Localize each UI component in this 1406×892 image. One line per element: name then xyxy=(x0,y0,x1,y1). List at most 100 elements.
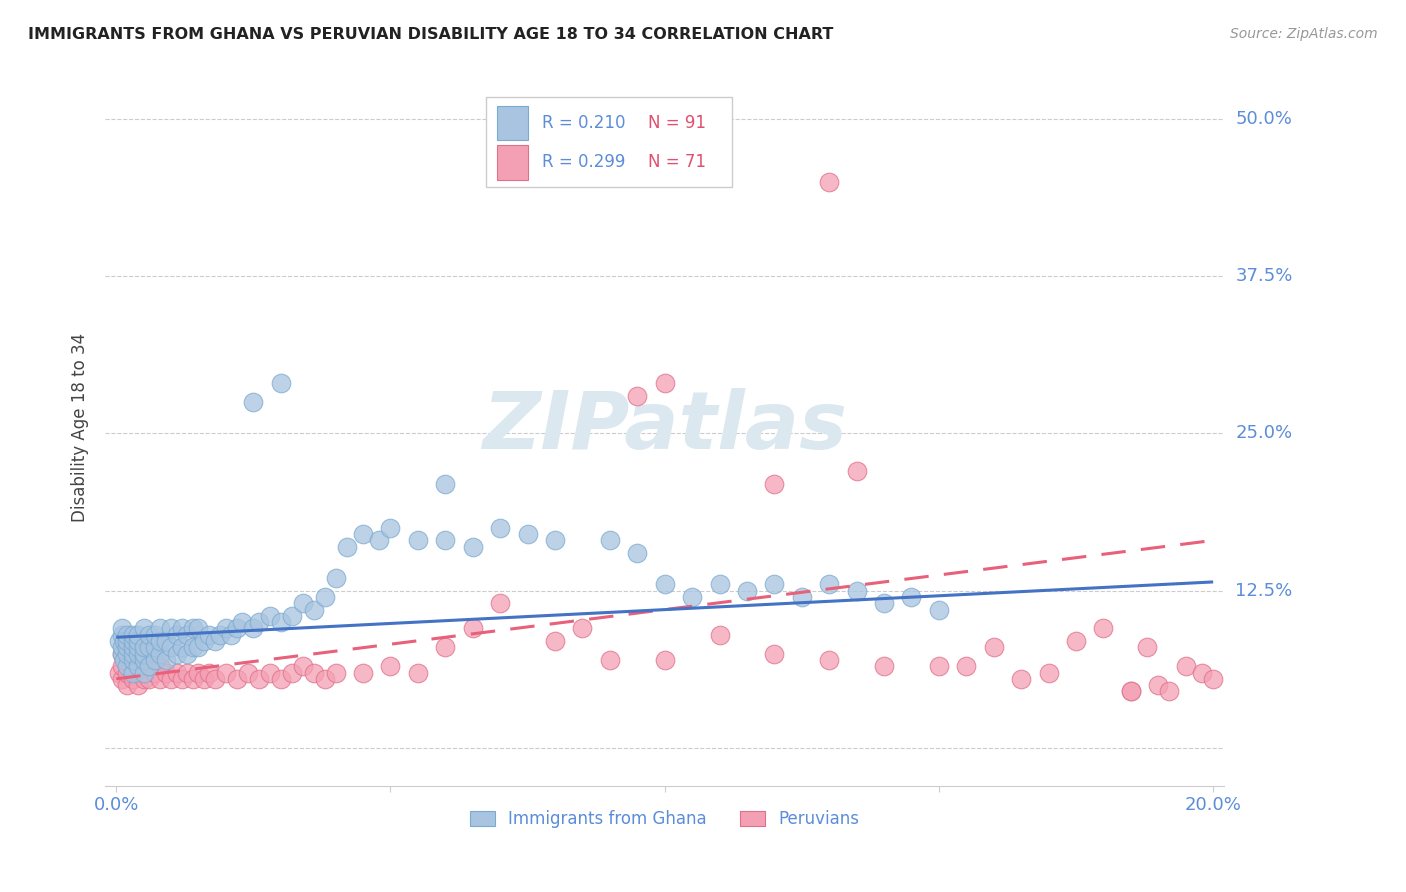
Point xyxy=(160,640,183,655)
Point xyxy=(291,596,314,610)
Point xyxy=(115,665,138,680)
Point xyxy=(461,540,484,554)
Text: R = 0.210: R = 0.210 xyxy=(541,114,626,132)
Point xyxy=(143,653,166,667)
Point xyxy=(845,583,868,598)
Text: IMMIGRANTS FROM GHANA VS PERUVIAN DISABILITY AGE 18 TO 34 CORRELATION CHART: IMMIGRANTS FROM GHANA VS PERUVIAN DISABI… xyxy=(28,27,834,42)
Point xyxy=(111,647,134,661)
Point xyxy=(170,672,193,686)
Point xyxy=(132,647,155,661)
Point xyxy=(434,476,457,491)
FancyBboxPatch shape xyxy=(485,97,731,186)
Point xyxy=(763,647,786,661)
Point xyxy=(236,665,259,680)
Point xyxy=(681,590,703,604)
Point xyxy=(259,665,281,680)
Point xyxy=(242,622,264,636)
Point xyxy=(1202,672,1225,686)
Point xyxy=(198,665,221,680)
Text: Source: ZipAtlas.com: Source: ZipAtlas.com xyxy=(1230,27,1378,41)
Point xyxy=(204,672,226,686)
Point xyxy=(1174,659,1197,673)
Point xyxy=(176,647,198,661)
Point xyxy=(983,640,1005,655)
Point xyxy=(599,533,621,548)
Point xyxy=(1136,640,1159,655)
Point xyxy=(132,647,155,661)
Point xyxy=(127,634,149,648)
Point xyxy=(247,672,270,686)
Point xyxy=(166,665,188,680)
Point xyxy=(270,672,292,686)
Point xyxy=(121,647,143,661)
Point xyxy=(270,376,292,390)
Point xyxy=(1038,665,1060,680)
Point xyxy=(127,647,149,661)
Point xyxy=(571,622,593,636)
Point xyxy=(121,672,143,686)
Point xyxy=(790,590,813,604)
Point xyxy=(111,672,134,686)
Point xyxy=(127,653,149,667)
Text: 12.5%: 12.5% xyxy=(1236,582,1292,599)
Point xyxy=(928,659,950,673)
Point xyxy=(121,653,143,667)
Point xyxy=(115,659,138,673)
Point xyxy=(181,622,204,636)
Point xyxy=(198,628,221,642)
Point xyxy=(1147,678,1170,692)
Point xyxy=(1159,684,1181,698)
Point xyxy=(166,628,188,642)
Point xyxy=(709,577,731,591)
Point xyxy=(115,628,138,642)
Point xyxy=(314,590,336,604)
Point xyxy=(132,653,155,667)
Point xyxy=(138,659,160,673)
Point xyxy=(204,634,226,648)
Point xyxy=(193,634,215,648)
Point xyxy=(544,634,567,648)
Point xyxy=(1092,622,1115,636)
Point xyxy=(115,647,138,661)
Text: 50.0%: 50.0% xyxy=(1236,110,1292,128)
Point xyxy=(259,608,281,623)
Point xyxy=(187,640,209,655)
Point xyxy=(325,665,347,680)
Point xyxy=(121,634,143,648)
Point xyxy=(149,622,172,636)
Point xyxy=(166,647,188,661)
Point xyxy=(209,628,232,642)
Point xyxy=(155,634,177,648)
Point xyxy=(111,659,134,673)
Point xyxy=(143,665,166,680)
Point xyxy=(626,546,648,560)
Point xyxy=(160,672,183,686)
Point xyxy=(187,665,209,680)
Point xyxy=(845,464,868,478)
Point xyxy=(215,665,238,680)
Point xyxy=(132,659,155,673)
Point xyxy=(155,665,177,680)
Point xyxy=(132,640,155,655)
Point xyxy=(818,577,841,591)
Point xyxy=(873,596,896,610)
Point xyxy=(121,659,143,673)
Text: R = 0.299: R = 0.299 xyxy=(541,153,624,171)
Point xyxy=(112,634,135,648)
Point xyxy=(111,647,134,661)
Point xyxy=(352,527,374,541)
FancyBboxPatch shape xyxy=(496,145,529,179)
Point xyxy=(121,647,143,661)
Point xyxy=(599,653,621,667)
Point xyxy=(121,628,143,642)
Point xyxy=(247,615,270,630)
Point xyxy=(193,672,215,686)
Point xyxy=(176,628,198,642)
Point xyxy=(127,659,149,673)
Point xyxy=(143,653,166,667)
Point xyxy=(111,640,134,655)
Y-axis label: Disability Age 18 to 34: Disability Age 18 to 34 xyxy=(72,333,89,522)
Point xyxy=(132,665,155,680)
Point xyxy=(302,602,325,616)
Text: ZIPatlas: ZIPatlas xyxy=(482,388,848,467)
